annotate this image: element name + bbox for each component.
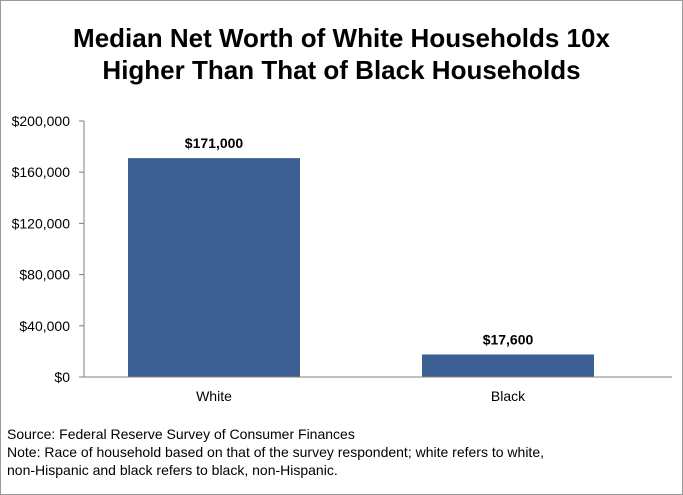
y-tick-label: $120,000 xyxy=(12,215,71,231)
footnotes: Source: Federal Reserve Survey of Consum… xyxy=(7,425,677,479)
y-axis-ticks: $0 $40,000 $80,000 $120,000 $160,000 $200,000 xyxy=(12,113,84,385)
x-tick-label: White xyxy=(196,388,232,404)
x-tick-label: Black xyxy=(491,388,526,404)
y-tick-label: $40,000 xyxy=(19,318,70,334)
y-tick-label: $200,000 xyxy=(12,113,71,129)
y-tick-label: $80,000 xyxy=(19,267,70,283)
bar-white xyxy=(128,158,300,377)
axes xyxy=(83,121,672,378)
data-label: $171,000 xyxy=(185,135,244,151)
source-note: Source: Federal Reserve Survey of Consum… xyxy=(7,426,355,442)
chart-title: Median Net Worth of White Households 10x… xyxy=(0,22,683,86)
y-tick-label: $0 xyxy=(54,369,70,385)
bars: $171,000 $17,600 xyxy=(128,135,594,377)
bar-black xyxy=(422,354,594,377)
chart-title-line-1: Median Net Worth of White Households 10x xyxy=(73,23,610,53)
data-label: $17,600 xyxy=(483,331,534,347)
x-axis-labels: White Black xyxy=(196,388,526,404)
note-text: Note: Race of household based on that of… xyxy=(7,444,544,478)
y-tick-label: $160,000 xyxy=(12,164,71,180)
chart-title-line-2: Higher Than That of Black Households xyxy=(102,55,581,85)
